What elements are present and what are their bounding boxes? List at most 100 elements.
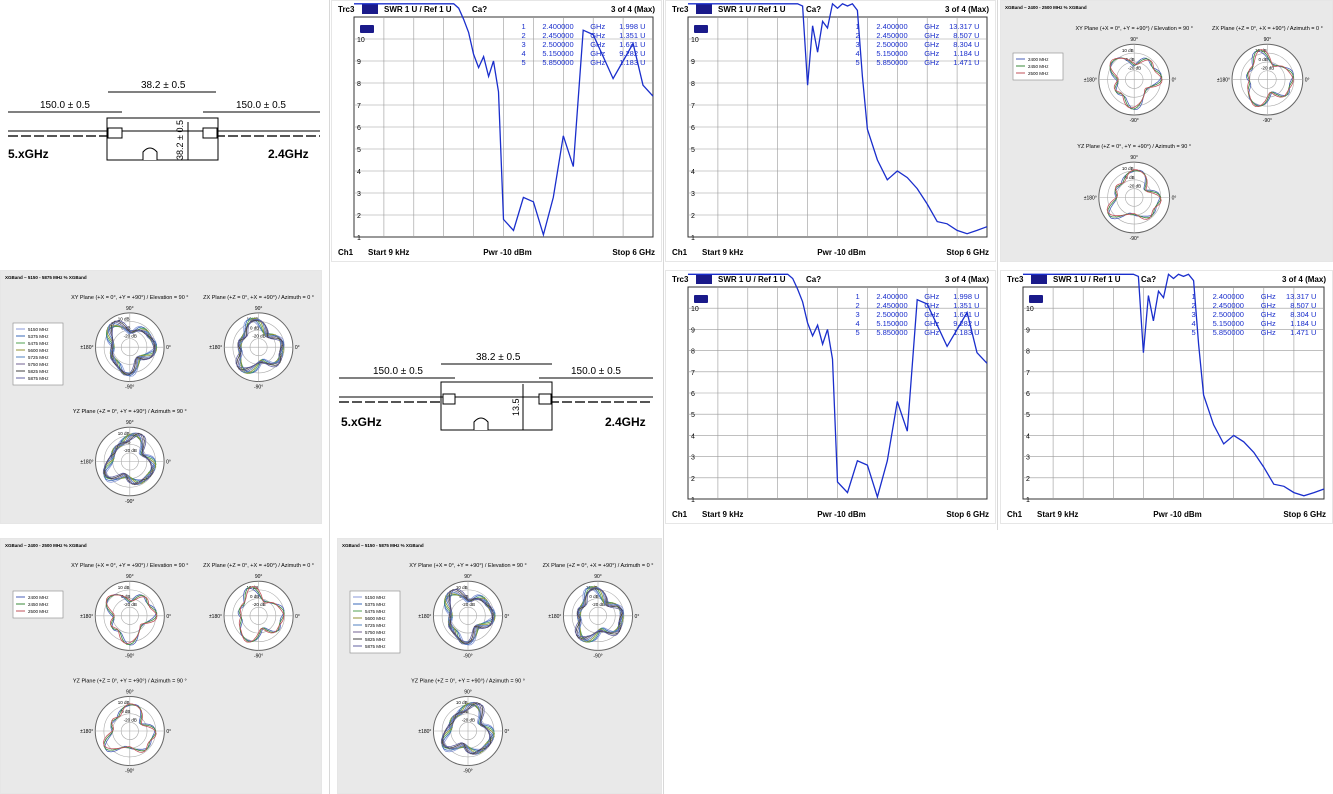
angle-label: ±180°	[80, 460, 93, 466]
y-tick-label: 10	[691, 306, 699, 313]
pattern-trace	[441, 702, 495, 755]
dimension-drawing-thumb[interactable]: 150.0 ± 0.5 38.2 ± 0.5 150.0 ± 0.5 13.5 …	[331, 270, 662, 524]
marker-number: 4	[855, 319, 859, 328]
legend-item: 5825 MHz	[365, 637, 386, 642]
angle-label: 90°	[464, 689, 472, 695]
marker-frequency: 2.450000	[542, 31, 573, 40]
legend-item: 2500 MHz	[1028, 71, 1049, 76]
marker-frequency: 5.850000	[1213, 328, 1244, 337]
legend-item: 5875 MHz	[28, 376, 49, 381]
angle-label: ±180°	[418, 729, 431, 735]
ring-label: 0 dB	[1125, 57, 1134, 62]
angle-label: 0°	[166, 614, 171, 620]
angle-label: -90°	[1130, 236, 1139, 242]
plane-title: XY Plane (+X = 0°, +Y = +90°) / Elevatio…	[71, 563, 188, 569]
marker-value: 8.507 U	[1290, 301, 1316, 310]
cal-label: Ca?	[1141, 275, 1156, 284]
marker-value: 8.507 U	[953, 31, 979, 40]
vna-swr-thumb[interactable]: Trc3 SWR 1 U / Ref 1 U Ca? 3 of 4 (Max) 10 9 8…	[1000, 270, 1333, 524]
y-tick-label: 10	[691, 37, 699, 44]
trace-label: Trc3	[338, 5, 355, 14]
y-tick-label: 6	[691, 125, 695, 132]
pattern-legend: 2400 MHz 2450 MHz 2500 MHz	[1012, 52, 1064, 81]
angle-label: 0°	[166, 460, 171, 466]
ring-label: 10 dB	[1122, 166, 1134, 171]
power-label: Pwr -10 dBm	[817, 510, 865, 519]
ring-label: 10 dB	[118, 700, 130, 705]
column-separator	[663, 0, 664, 794]
vna-swr-thumb[interactable]: Trc3 SWR 1 U / Ref 1 U Ca? 3 of 4 (Max) 10 9 8…	[665, 270, 996, 524]
y-tick-label: 7	[691, 103, 695, 110]
marker-number: 3	[855, 40, 859, 49]
marker-number: 3	[521, 40, 525, 49]
trace-count: 3 of 4 (Max)	[611, 5, 655, 14]
marker-unit: GHz	[590, 31, 605, 40]
legend-item: 5725 MHz	[365, 623, 386, 628]
ring-label: -20 dB	[124, 448, 137, 453]
vna-swr-thumb[interactable]: Trc3 SWR 1 U / Ref 1 U Ca? 3 of 4 (Max) 10 9 8…	[331, 0, 662, 262]
y-tick-label: 1	[691, 497, 695, 504]
marker-value: 1.351 U	[619, 31, 645, 40]
start-label: Start 9 kHz	[368, 248, 409, 257]
radiation-pattern-thumb[interactable]: XGBand ~ 2400 - 2500 MHz % XGBand 2400 MH…	[1000, 0, 1333, 262]
y-tick-label: 4	[1026, 433, 1030, 440]
vna-header: Trc3 SWR 1 U / Ref 1 U Ca? 3 of 4 (Max)	[338, 4, 655, 14]
radiation-pattern-thumb[interactable]: XGBand ~ 5150 - 5875 MHz % XGBand 5150 MH…	[337, 538, 662, 794]
marker-number: 2	[855, 301, 859, 310]
plane-title: ZX Plane (+Z = 0°, +X = +90°) / Azimuth …	[1212, 26, 1323, 32]
legend-item: 2450 MHz	[1028, 64, 1049, 69]
pattern-trace	[102, 434, 152, 484]
angle-label: -90°	[1263, 118, 1272, 124]
plane-title: YZ Plane (+Z = 0°, +Y = +90°) / Azimuth …	[73, 678, 187, 684]
angle-label: 90°	[126, 689, 134, 695]
vna-footer: Ch1 Start 9 kHz Pwr -10 dBm Stop 6 GHz	[1007, 510, 1326, 519]
angle-label: ±180°	[80, 345, 93, 351]
y-tick-label: 1	[691, 235, 695, 242]
ring-label: -20 dB	[462, 717, 475, 722]
angle-label: ±180°	[80, 729, 93, 735]
marker-frequency: 2.400000	[1213, 292, 1244, 301]
y-tick-label: 4	[691, 433, 695, 440]
legend-item: 2500 MHz	[28, 609, 49, 614]
start-label: Start 9 kHz	[1037, 510, 1078, 519]
marker-value: 1.631 U	[619, 40, 645, 49]
vna-chart: Trc3 SWR 1 U / Ref 1 U Ca? 3 of 4 (Max) 10 9 8…	[672, 273, 989, 519]
swr-trace	[688, 273, 988, 500]
y-tick-label: 1	[1026, 497, 1030, 504]
marker-frequency: 2.450000	[1213, 301, 1244, 310]
polar-plot: YZ Plane (+Z = 0°, +Y = +90°) / Azimuth …	[73, 409, 187, 505]
marker-value: 1.631 U	[953, 310, 979, 319]
angle-label: 90°	[255, 574, 263, 580]
radiation-pattern-thumb[interactable]: XGBand ~ 2400 - 2500 MHz % XGBand 2400 MH…	[0, 538, 322, 794]
ring-label: 0 dB	[250, 325, 259, 330]
dim-center-label: 38.2 ± 0.5	[141, 80, 186, 91]
y-tick-label: 7	[691, 370, 695, 377]
y-tick-label: 7	[1026, 370, 1030, 377]
dimension-drawing-thumb[interactable]: 150.0 ± 0.5 38.2 ± 0.5 150.0 ± 0.5 38.2 …	[0, 0, 328, 262]
y-tick-label: 5	[1026, 412, 1030, 419]
vna-swr-thumb[interactable]: Trc3 SWR 1 U / Ref 1 U Ca? 3 of 4 (Max) 10 9 8…	[665, 0, 996, 262]
y-tick-label: 10	[357, 37, 365, 44]
ring-label: -20 dB	[1128, 184, 1141, 189]
label-5ghz: 5.xGHz	[8, 147, 49, 161]
plane-title: XY Plane (+X = 0°, +Y = +90°) / Elevatio…	[409, 563, 526, 569]
legend-item: 2400 MHz	[1028, 57, 1049, 62]
angle-label: -90°	[254, 653, 263, 659]
angle-label: 0°	[1172, 78, 1177, 84]
dimension-drawing-a: 150.0 ± 0.5 38.2 ± 0.5 150.0 ± 0.5 38.2 …	[8, 80, 320, 161]
ring-label: -20 dB	[252, 602, 265, 607]
radiation-pattern-thumb[interactable]: XGBand ~ 5150 - 5875 MHz % XGBand 5150 MH…	[0, 270, 322, 524]
legend-box	[349, 590, 401, 654]
vna-footer: Ch1 Start 9 kHz Pwr -10 dBm Stop 6 GHz	[672, 248, 989, 257]
y-tick-label: 1	[357, 235, 361, 242]
swr-trace	[1023, 273, 1325, 497]
ring-label: 0 dB	[589, 594, 598, 599]
trace-marker-swatch	[694, 295, 708, 303]
dim-center-label: 38.2 ± 0.5	[476, 352, 521, 363]
marker-number: 3	[1192, 310, 1196, 319]
legend-item: 2400 MHz	[28, 595, 49, 600]
marker-number: 5	[1192, 328, 1196, 337]
marker-unit: GHz	[1261, 301, 1276, 310]
pattern-trace	[236, 319, 284, 370]
pattern-trace	[574, 587, 624, 638]
